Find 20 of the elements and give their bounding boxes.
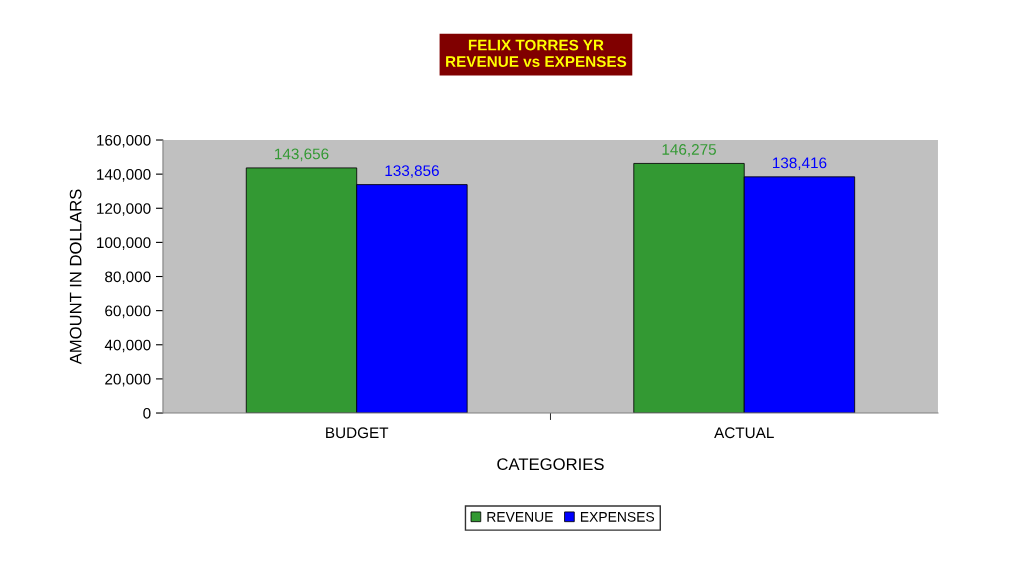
data-label: 143,656	[275, 148, 329, 162]
y-tick-label: 20,000	[105, 373, 151, 387]
legend-label: REVENUE	[487, 512, 553, 522]
y-tick-label: 160,000	[97, 134, 151, 148]
y-axis-title: AMOUNT IN DOLLARS	[69, 189, 82, 365]
data-label: 133,856	[385, 165, 439, 178]
y-tick-label: 80,000	[105, 271, 151, 285]
y-tick-label: 100,000	[97, 237, 151, 250]
y-tick-label: 140,000	[97, 169, 151, 182]
y-tick-label: 40,000	[104, 339, 151, 353]
y-tick-label: 60,000	[105, 305, 151, 319]
y-tick-label: 0	[143, 407, 151, 419]
y-tick-label: 120,000	[97, 203, 151, 216]
data-label: 146,275	[662, 144, 716, 157]
x-axis-title: CATEGORIES	[497, 458, 604, 471]
x-tick-label: ACTUAL	[714, 427, 774, 439]
legend-label: EXPENSES	[580, 511, 655, 522]
chart-title: FELIX TORRES YR REVENUE vs EXPENSES	[446, 39, 627, 67]
x-tick-label: BUDGET	[326, 427, 389, 439]
data-label: 138,416	[772, 157, 827, 171]
